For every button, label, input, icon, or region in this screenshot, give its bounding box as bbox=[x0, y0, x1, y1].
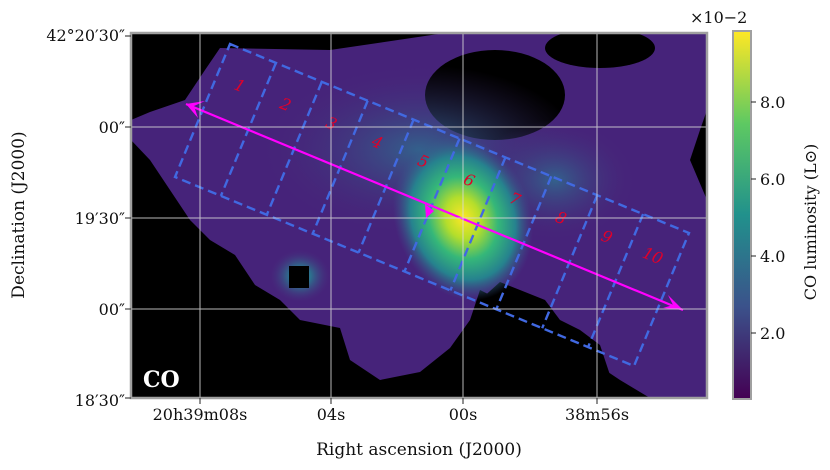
y-tick-label: 00″ bbox=[99, 118, 125, 137]
center-marker bbox=[425, 204, 434, 218]
y-tick-label: 42°20′30″ bbox=[46, 26, 125, 45]
arrow-head-end bbox=[663, 295, 683, 310]
x-tick-label: 04s bbox=[317, 405, 346, 424]
colorbar: 8.0 6.0 4.0 2.0 ×10−2 CO luminosity (L⊙) bbox=[690, 8, 820, 400]
panel-label: CO bbox=[143, 367, 180, 393]
colorbar-scale-label: ×10−2 bbox=[690, 8, 747, 27]
y-axis-label: Declination (J2000) bbox=[9, 131, 29, 298]
colorbar-tick-label: 4.0 bbox=[760, 247, 785, 266]
x-tick-label: 38m56s bbox=[565, 405, 629, 424]
tick-marks bbox=[125, 35, 598, 404]
coordinate-grid bbox=[131, 33, 707, 398]
y-tick-labels: 42°20′30″ 00″ 19′30″ 00″ 18′30″ bbox=[46, 26, 125, 410]
map-frame bbox=[129, 31, 709, 400]
colorbar-tick-label: 6.0 bbox=[760, 170, 785, 189]
y-tick-label: 00″ bbox=[99, 300, 125, 319]
y-tick-label: 18′30″ bbox=[75, 391, 125, 410]
strip-outline bbox=[173, 42, 691, 368]
colorbar-tick-label: 8.0 bbox=[760, 93, 785, 112]
colorbar-tick-label: 2.0 bbox=[760, 324, 785, 343]
x-axis-label: Right ascension (J2000) bbox=[316, 440, 522, 460]
x-tick-label: 20h39m08s bbox=[153, 405, 248, 424]
x-tick-labels: 20h39m08s 04s 00s 38m56s bbox=[153, 405, 629, 424]
colorbar-gradient bbox=[734, 32, 750, 398]
colorbar-label: CO luminosity (L⊙) bbox=[801, 144, 820, 301]
colorbar-frame bbox=[732, 30, 752, 400]
arrow-head-start bbox=[186, 101, 205, 118]
major-axis-arrow bbox=[185, 102, 684, 312]
strip-divider bbox=[495, 175, 553, 310]
x-tick-label: 00s bbox=[449, 405, 478, 424]
y-tick-label: 19′30″ bbox=[75, 209, 125, 228]
strip-divider bbox=[541, 194, 599, 329]
